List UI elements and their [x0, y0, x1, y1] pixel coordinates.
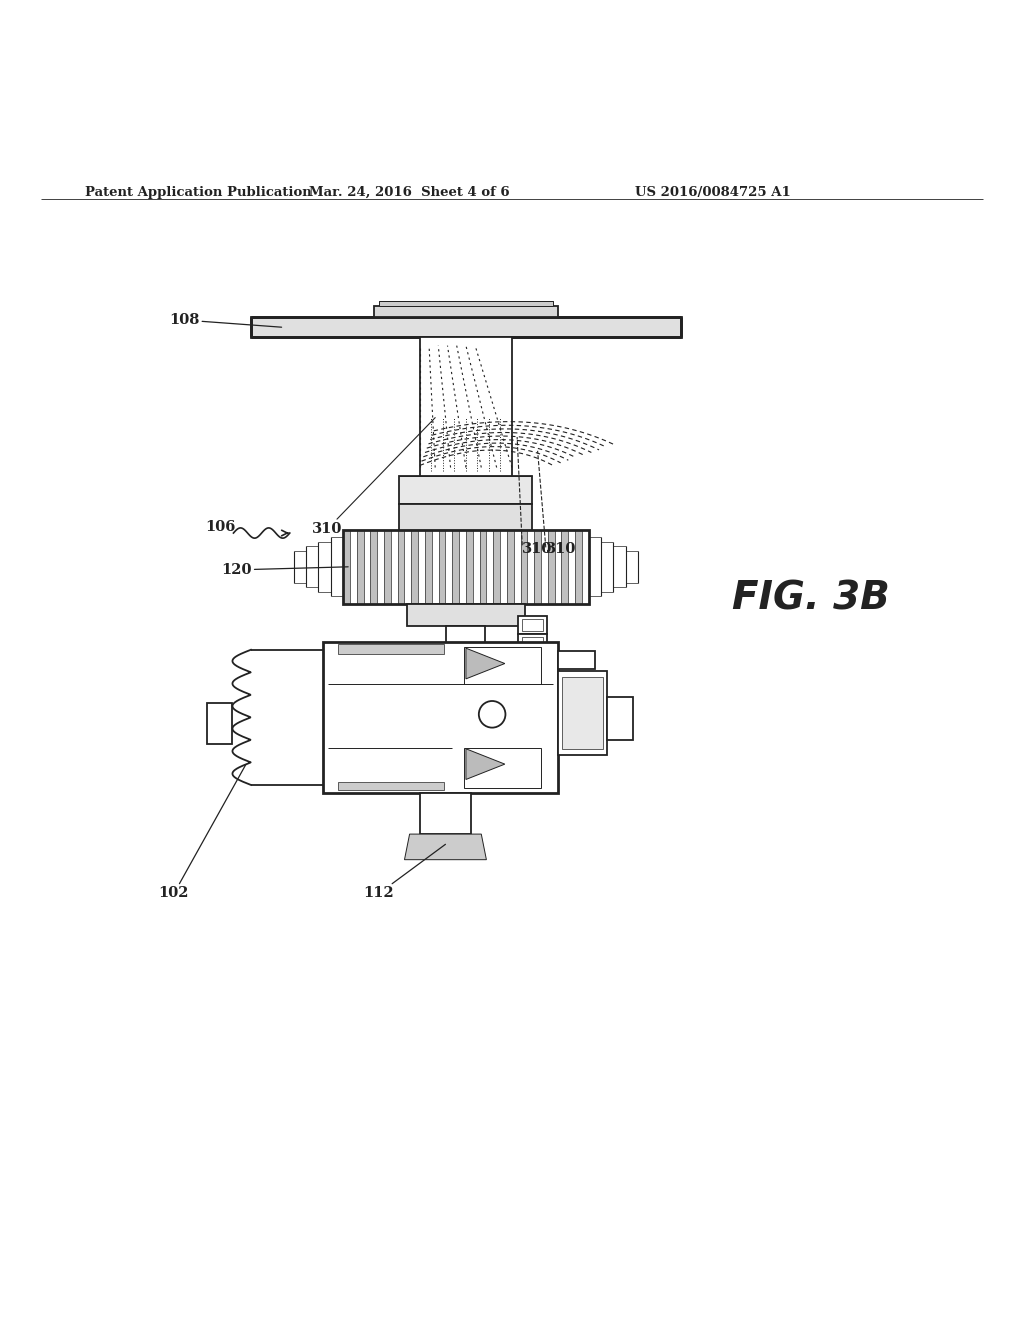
Bar	[558, 651, 595, 669]
Bar	[500, 529, 507, 603]
Bar	[561, 529, 568, 603]
Bar	[323, 642, 558, 793]
Bar	[568, 529, 575, 603]
Bar	[397, 529, 404, 603]
Bar	[494, 529, 500, 603]
Bar	[404, 529, 412, 603]
Bar	[364, 529, 371, 603]
Bar	[207, 704, 232, 744]
Bar	[466, 529, 473, 603]
Bar	[384, 529, 391, 603]
Bar	[420, 793, 471, 834]
Bar	[562, 677, 603, 748]
Bar	[438, 529, 445, 603]
Bar	[445, 529, 453, 603]
Text: 310: 310	[546, 543, 577, 557]
Bar	[338, 644, 444, 653]
Bar	[399, 475, 532, 504]
Text: 112: 112	[364, 845, 445, 900]
Bar	[514, 529, 520, 603]
Bar	[607, 697, 633, 741]
Bar	[527, 529, 535, 603]
Bar	[518, 635, 547, 653]
Bar	[420, 338, 512, 475]
Bar	[486, 529, 494, 603]
Bar	[453, 529, 459, 603]
Text: FIG. 3B: FIG. 3B	[732, 579, 890, 618]
Text: Patent Application Publication: Patent Application Publication	[85, 186, 311, 199]
Bar	[399, 504, 532, 529]
Bar	[464, 647, 541, 684]
Bar	[518, 616, 547, 635]
Bar	[464, 747, 541, 788]
Bar	[338, 781, 444, 791]
Text: US 2016/0084725 A1: US 2016/0084725 A1	[635, 186, 791, 199]
Bar	[391, 529, 397, 603]
Bar	[541, 529, 548, 603]
Bar	[582, 529, 589, 603]
Bar	[379, 301, 553, 306]
Text: 310: 310	[522, 543, 553, 557]
Bar	[520, 529, 527, 603]
Text: 120: 120	[221, 562, 348, 577]
Bar	[522, 619, 543, 631]
Polygon shape	[466, 648, 505, 678]
Text: 102: 102	[159, 764, 246, 900]
Bar	[425, 529, 432, 603]
Bar	[446, 626, 485, 655]
Bar	[522, 638, 543, 649]
Bar	[459, 529, 466, 603]
Polygon shape	[466, 748, 505, 780]
Bar	[374, 306, 558, 317]
Bar	[371, 529, 377, 603]
Polygon shape	[404, 834, 486, 859]
Bar	[473, 529, 479, 603]
Bar	[418, 529, 425, 603]
Bar	[558, 672, 607, 755]
Bar	[343, 529, 350, 603]
Bar	[575, 529, 582, 603]
Bar	[412, 529, 418, 603]
Text: Mar. 24, 2016  Sheet 4 of 6: Mar. 24, 2016 Sheet 4 of 6	[309, 186, 510, 199]
Text: 106: 106	[205, 520, 236, 533]
Text: 310: 310	[312, 417, 435, 536]
Bar	[507, 529, 514, 603]
Bar	[408, 603, 525, 626]
Bar	[432, 529, 438, 603]
Bar	[377, 529, 384, 603]
Bar	[356, 529, 364, 603]
Bar	[479, 529, 486, 603]
Text: 108: 108	[169, 313, 282, 327]
Bar	[555, 529, 561, 603]
Bar	[548, 529, 555, 603]
Bar	[251, 317, 681, 338]
Bar	[343, 529, 589, 603]
Bar	[350, 529, 356, 603]
Bar	[535, 529, 541, 603]
